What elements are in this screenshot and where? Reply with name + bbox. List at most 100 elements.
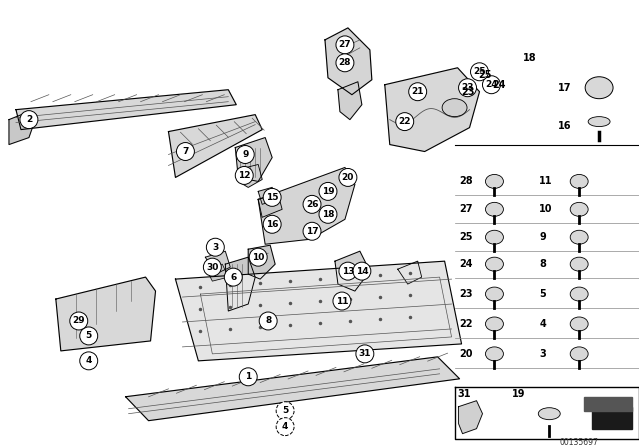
Circle shape	[80, 327, 98, 345]
Polygon shape	[125, 357, 460, 421]
Circle shape	[239, 368, 257, 386]
Text: 23: 23	[461, 87, 474, 97]
Text: 3: 3	[540, 349, 546, 359]
Text: 27: 27	[460, 204, 473, 214]
Ellipse shape	[486, 202, 504, 216]
Ellipse shape	[486, 230, 504, 244]
Circle shape	[396, 112, 413, 130]
Text: 25: 25	[479, 70, 492, 80]
Polygon shape	[592, 407, 632, 429]
Text: 11: 11	[540, 177, 553, 186]
Text: 26: 26	[306, 200, 318, 209]
Circle shape	[263, 189, 281, 207]
Circle shape	[303, 222, 321, 240]
Text: 16: 16	[266, 220, 278, 229]
Text: 31: 31	[358, 349, 371, 358]
Text: 20: 20	[460, 349, 473, 359]
Circle shape	[409, 83, 427, 101]
Text: 10: 10	[252, 253, 264, 262]
Polygon shape	[238, 164, 262, 187]
Ellipse shape	[588, 116, 610, 127]
Text: 24: 24	[493, 80, 506, 90]
Text: 3: 3	[212, 243, 218, 252]
Text: 25: 25	[460, 232, 473, 242]
Text: 17: 17	[557, 83, 572, 93]
Text: 28: 28	[460, 177, 473, 186]
Polygon shape	[16, 90, 236, 129]
Circle shape	[80, 352, 98, 370]
Circle shape	[276, 418, 294, 435]
Text: 24: 24	[460, 259, 473, 269]
Circle shape	[224, 268, 243, 286]
Circle shape	[263, 215, 281, 233]
Text: 8: 8	[540, 259, 546, 269]
Ellipse shape	[442, 99, 467, 116]
Polygon shape	[258, 168, 355, 244]
Text: 28: 28	[339, 58, 351, 67]
Circle shape	[458, 79, 477, 97]
Text: 10: 10	[540, 204, 553, 214]
Text: 18: 18	[322, 210, 334, 219]
Text: 17: 17	[306, 227, 318, 236]
Text: 31: 31	[458, 389, 471, 399]
Text: 24: 24	[485, 80, 498, 89]
Text: 4: 4	[282, 422, 288, 431]
Polygon shape	[584, 397, 632, 411]
Polygon shape	[385, 68, 479, 151]
Text: 30: 30	[206, 263, 218, 271]
Circle shape	[303, 195, 321, 213]
Circle shape	[339, 168, 357, 186]
Circle shape	[249, 248, 267, 266]
Circle shape	[70, 312, 88, 330]
Text: 4: 4	[86, 356, 92, 366]
Text: 7: 7	[182, 147, 189, 156]
Circle shape	[236, 146, 254, 164]
Circle shape	[470, 63, 488, 81]
Ellipse shape	[486, 257, 504, 271]
Polygon shape	[338, 82, 362, 120]
Ellipse shape	[570, 257, 588, 271]
Polygon shape	[205, 251, 230, 274]
Text: 19: 19	[322, 187, 334, 196]
Ellipse shape	[486, 317, 504, 331]
Text: 5: 5	[540, 289, 546, 299]
Ellipse shape	[570, 202, 588, 216]
Polygon shape	[258, 194, 282, 217]
Text: 22: 22	[460, 319, 473, 329]
Polygon shape	[248, 245, 275, 279]
Ellipse shape	[486, 347, 504, 361]
Text: 27: 27	[339, 40, 351, 49]
Polygon shape	[236, 138, 272, 181]
Text: 25: 25	[473, 67, 486, 76]
Circle shape	[177, 142, 195, 160]
Polygon shape	[225, 257, 255, 311]
Text: 11: 11	[336, 297, 348, 306]
Text: 19: 19	[513, 389, 526, 399]
Text: 23: 23	[460, 289, 473, 299]
Text: 23: 23	[461, 83, 474, 92]
Polygon shape	[56, 277, 156, 351]
Circle shape	[333, 292, 351, 310]
Circle shape	[236, 167, 253, 185]
Ellipse shape	[570, 317, 588, 331]
Ellipse shape	[538, 408, 560, 420]
Circle shape	[20, 111, 38, 129]
Circle shape	[339, 262, 357, 280]
Circle shape	[336, 36, 354, 54]
Text: 20: 20	[342, 173, 354, 182]
Ellipse shape	[570, 347, 588, 361]
Polygon shape	[168, 115, 262, 177]
Text: 22: 22	[399, 117, 411, 126]
Circle shape	[356, 345, 374, 363]
Text: 18: 18	[522, 53, 536, 63]
Ellipse shape	[486, 174, 504, 189]
Ellipse shape	[486, 287, 504, 301]
Circle shape	[276, 402, 294, 420]
Polygon shape	[325, 28, 372, 95]
Polygon shape	[258, 187, 276, 204]
Circle shape	[336, 54, 354, 72]
Text: 2: 2	[26, 115, 32, 124]
Ellipse shape	[570, 287, 588, 301]
Text: 15: 15	[266, 193, 278, 202]
Circle shape	[204, 258, 221, 276]
